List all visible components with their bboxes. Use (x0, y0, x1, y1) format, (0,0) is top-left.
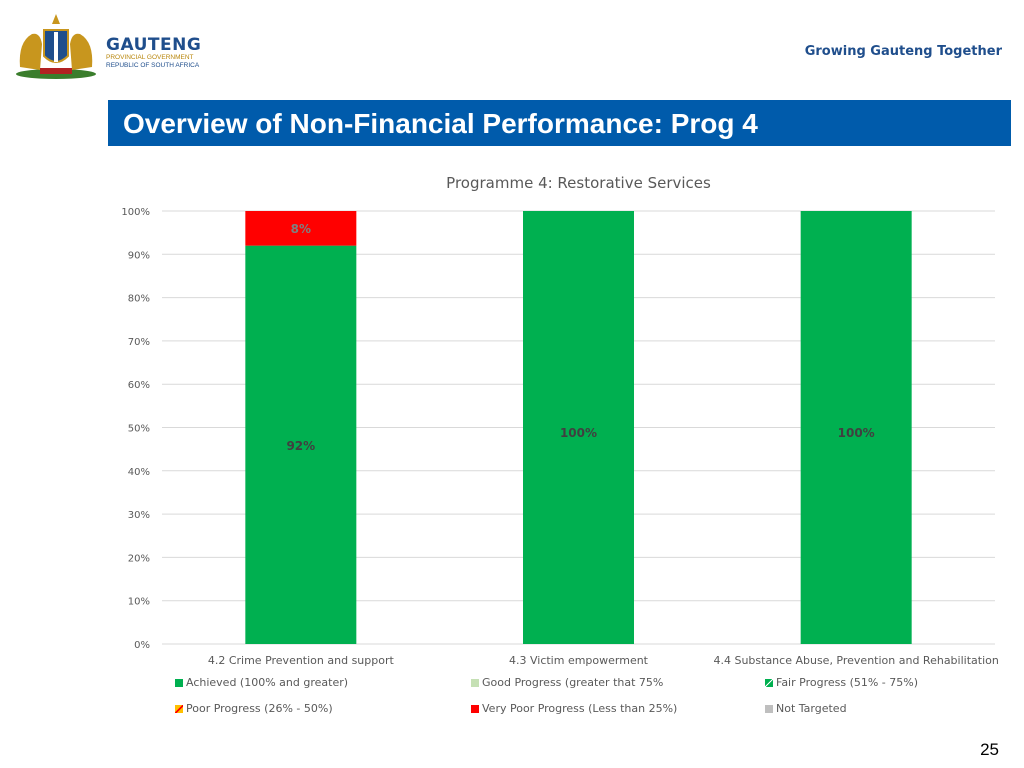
logo-subtitle: PROVINCIAL GOVERNMENT (106, 54, 194, 61)
data-label: 100% (560, 426, 597, 440)
bar-segment (800, 211, 912, 644)
y-tick-label: 0% (134, 640, 150, 651)
coat-of-arms-icon (16, 14, 96, 79)
page-number: 25 (980, 740, 999, 759)
y-tick-label: 40% (128, 467, 150, 478)
bar-segment (245, 211, 357, 246)
title-bar: Overview of Non-Financial Performance: P… (108, 100, 1011, 146)
y-tick-label: 100% (121, 207, 150, 218)
data-label: 100% (838, 426, 875, 440)
slide-title: Overview of Non-Financial Performance: P… (123, 108, 758, 139)
y-tick-label: 30% (128, 510, 150, 521)
logo-title: GAUTENG (106, 35, 202, 55)
tagline: Growing Gauteng Together (804, 44, 1002, 59)
y-tick-label: 50% (128, 424, 150, 435)
gauteng-logo: GAUTENG PROVINCIAL GOVERNMENT REPUBLIC O… (10, 12, 202, 80)
bar-segment (245, 245, 357, 644)
chart-title: Programme 4: Restorative Services (446, 174, 711, 192)
data-label: 8% (291, 222, 311, 236)
y-tick-label: 90% (128, 250, 150, 261)
x-tick-label: 4.2 Crime Prevention and support (208, 654, 395, 667)
y-tick-label: 60% (128, 380, 150, 391)
logo-country: REPUBLIC OF SOUTH AFRICA (106, 62, 200, 69)
y-tick-label: 10% (128, 597, 150, 608)
x-tick-label: 4.3 Victim empowerment (509, 654, 649, 667)
y-tick-label: 20% (128, 553, 150, 564)
y-tick-label: 80% (128, 294, 150, 305)
y-tick-label: 70% (128, 337, 150, 348)
bar-segment (523, 211, 634, 644)
x-tick-label: 4.4 Substance Abuse, Prevention and Reha… (713, 654, 998, 667)
data-label: 92% (286, 439, 315, 453)
